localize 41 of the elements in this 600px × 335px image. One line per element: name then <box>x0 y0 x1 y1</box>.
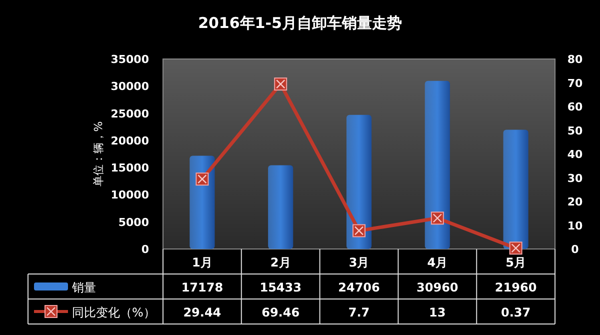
y2-tick-label: 50 <box>567 124 583 138</box>
data-label: 17178 <box>181 280 224 294</box>
legend-label: 同比变化（%） <box>72 306 156 320</box>
x-tick-label: 5月 <box>506 256 526 270</box>
y-tick-label: 0 <box>141 243 150 256</box>
data-label: 69.46 <box>262 306 300 320</box>
y-tick-label: 5000 <box>118 216 150 229</box>
y2-tick-label: 70 <box>567 76 583 90</box>
y2-tick-label: 10 <box>567 219 583 232</box>
bar <box>503 130 528 249</box>
x-tick-label: 1月 <box>192 256 212 270</box>
data-label: 0.37 <box>500 306 531 320</box>
data-label: 21960 <box>494 280 537 294</box>
y-tick-label: 10000 <box>110 188 150 202</box>
y-tick-label: 35000 <box>110 53 150 66</box>
data-label: 29.44 <box>183 306 222 320</box>
data-label: 24706 <box>338 280 380 294</box>
data-label: 13 <box>429 306 446 320</box>
y2-tick-label: 60 <box>567 100 583 114</box>
x-tick-label: 4月 <box>427 256 448 270</box>
data-label: 30960 <box>416 280 458 294</box>
data-label: 7.7 <box>348 306 370 320</box>
y2-tick-label: 30 <box>567 172 583 185</box>
y-tick-label: 30000 <box>110 80 150 94</box>
y-axis-title: 单位：辆，% <box>92 121 105 187</box>
y2-tick-label: 40 <box>567 148 583 161</box>
data-label: 15433 <box>260 280 302 294</box>
bar <box>268 165 294 249</box>
y-tick-label: 25000 <box>110 107 150 120</box>
y2-tick-label: 80 <box>567 53 583 66</box>
legend-label: 销量 <box>71 280 96 294</box>
x-tick-label: 2月 <box>270 256 291 270</box>
x-tick-label: 3月 <box>348 256 370 270</box>
chart-title: 2016年1-5月自卸车销量走势 <box>198 14 402 32</box>
bar <box>424 80 450 249</box>
bar <box>190 156 215 249</box>
y2-tick-label: 20 <box>567 196 583 208</box>
y2-tick-label: 0 <box>571 243 580 256</box>
y-tick-label: 20000 <box>110 134 150 148</box>
bar <box>346 114 372 249</box>
y-tick-label: 15000 <box>110 162 150 175</box>
